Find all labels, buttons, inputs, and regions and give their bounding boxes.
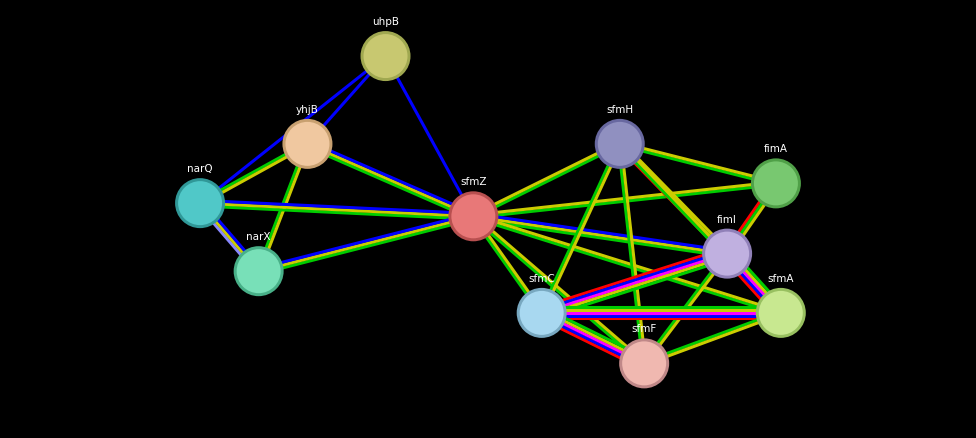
Circle shape [516, 288, 567, 338]
Circle shape [622, 342, 667, 385]
Circle shape [751, 159, 801, 209]
Text: sfmF: sfmF [631, 324, 657, 334]
Circle shape [360, 32, 411, 82]
Circle shape [702, 229, 752, 279]
Text: yhjB: yhjB [296, 105, 319, 115]
Text: fimA: fimA [764, 144, 788, 154]
Circle shape [282, 120, 333, 170]
Text: uhpB: uhpB [372, 17, 399, 27]
Circle shape [236, 250, 281, 293]
Circle shape [519, 291, 564, 335]
Text: narQ: narQ [187, 164, 213, 174]
Text: sfmZ: sfmZ [460, 177, 487, 187]
Text: sfmA: sfmA [767, 273, 794, 283]
Circle shape [705, 232, 750, 276]
Circle shape [285, 123, 330, 166]
Circle shape [753, 162, 798, 206]
Circle shape [178, 182, 223, 226]
Circle shape [233, 247, 284, 297]
Circle shape [175, 179, 225, 229]
Circle shape [451, 195, 496, 239]
Circle shape [597, 123, 642, 166]
Circle shape [363, 35, 408, 79]
Text: sfmC: sfmC [528, 273, 555, 283]
Circle shape [758, 291, 803, 335]
Circle shape [755, 288, 806, 338]
Text: fimI: fimI [717, 214, 737, 224]
Circle shape [594, 120, 645, 170]
Circle shape [448, 192, 499, 242]
Text: sfmH: sfmH [606, 105, 633, 115]
Text: narX: narX [246, 232, 271, 242]
Circle shape [619, 339, 670, 389]
